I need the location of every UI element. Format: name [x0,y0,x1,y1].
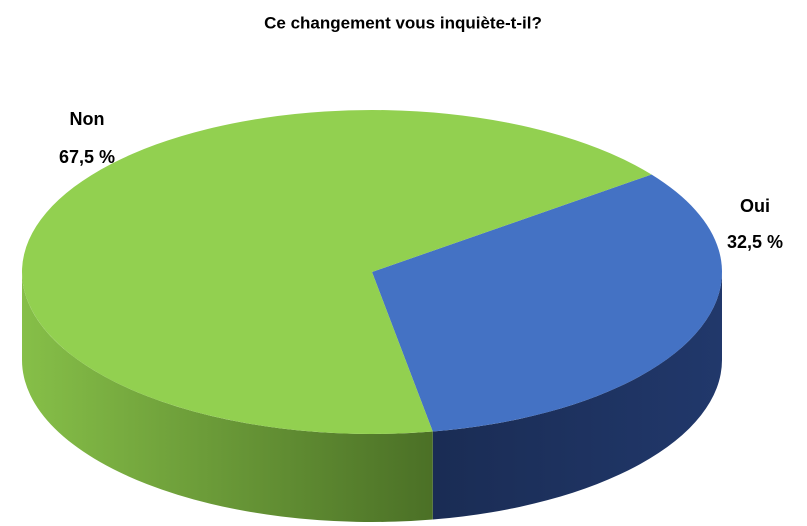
slice-label: Non [70,109,105,129]
pie-slice [21,110,652,434]
slice-value-label: 32,5 % [727,232,783,252]
slice-value-label: 67,5 % [59,147,115,167]
chart-title: Ce changement vous inquiète-t-il? [264,13,542,32]
pie-slice [372,174,722,432]
slice-label: Oui [740,196,770,216]
pie-slice-side [432,272,722,520]
pie-slice-side [22,272,433,523]
